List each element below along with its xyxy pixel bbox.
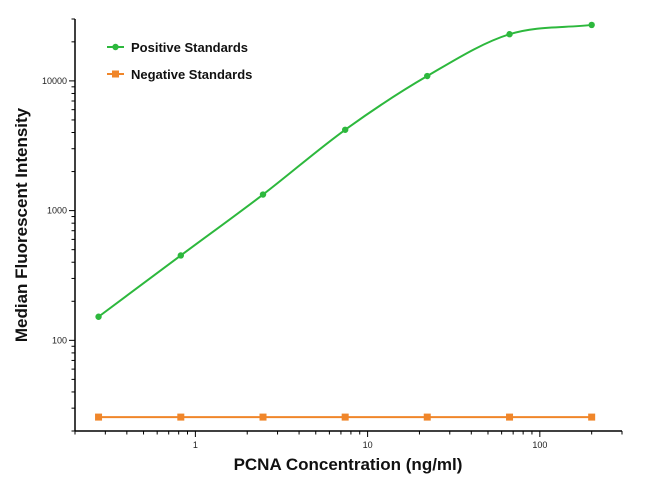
data-point-square — [259, 413, 267, 421]
data-point-circle — [95, 313, 102, 320]
plot-area — [95, 21, 596, 421]
data-point-circle — [588, 21, 595, 29]
data-point-square — [341, 413, 349, 421]
y-tick-labels: 100 1000 10000 — [42, 76, 67, 345]
legend-circle-marker-icon — [112, 43, 119, 51]
x-tick-label: 10 — [363, 440, 373, 450]
legend-item: Positive Standards — [107, 40, 248, 55]
y-tick-label: 10000 — [42, 76, 67, 86]
data-point-square — [588, 413, 596, 421]
data-point-circle — [259, 191, 267, 198]
data-point-circle — [506, 31, 513, 38]
x-axis-title: PCNA Concentration (ng/ml) — [234, 455, 463, 474]
x-tick-label: 1 — [193, 440, 198, 450]
data-point-square — [423, 413, 431, 421]
series-negative-standards — [95, 413, 596, 421]
x-tick-label: 100 — [532, 440, 547, 450]
legend-label: Negative Standards — [131, 67, 252, 82]
data-point-square — [177, 413, 185, 421]
data-point-circle — [177, 252, 185, 259]
data-point-square — [506, 413, 514, 421]
y-tick-label: 1000 — [47, 206, 67, 216]
series-positive-standards — [95, 21, 595, 320]
data-point-square — [95, 413, 103, 421]
axes — [69, 18, 623, 437]
legend-square-marker-icon — [112, 70, 119, 78]
y-axis-title: Median Fluorescent Intensity — [12, 107, 31, 342]
x-tick-labels: 1 10 100 — [193, 440, 547, 450]
data-point-circle — [424, 72, 431, 80]
legend: Positive Standards Negative Standards — [107, 40, 252, 82]
data-point-circle — [341, 126, 349, 133]
legend-label: Positive Standards — [131, 40, 248, 55]
y-tick-label: 100 — [52, 335, 67, 345]
legend-item: Negative Standards — [107, 67, 252, 82]
